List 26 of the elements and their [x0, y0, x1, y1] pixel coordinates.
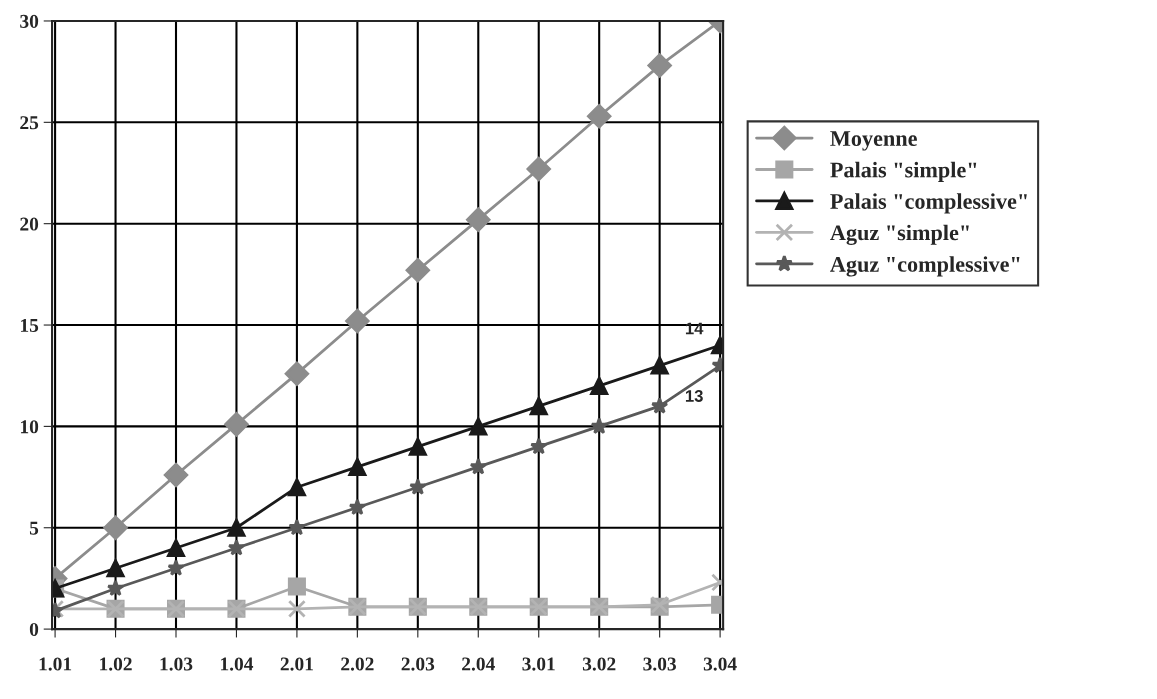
- x-tick-label: 2.01: [280, 657, 313, 671]
- x-tick-label: 1.04: [221, 657, 254, 671]
- y-tick-label: 20: [20, 217, 39, 231]
- legend-label: Moyenne: [830, 131, 917, 151]
- annotation: 14: [685, 322, 704, 335]
- y-tick-label: 15: [20, 318, 39, 332]
- x-tick-label: 1.03: [160, 657, 193, 671]
- y-tick-label: 0: [29, 622, 39, 637]
- x-tick-label: 3.03: [643, 657, 676, 671]
- x-tick-label: 3.04: [703, 657, 737, 671]
- legend-label: Palais "simple": [830, 161, 977, 183]
- x-tick-label: 1.02: [100, 657, 132, 671]
- x-tick-label: 3.01: [522, 657, 555, 671]
- y-tick-label: 25: [20, 116, 39, 130]
- x-tick-label: 2.02: [341, 657, 374, 671]
- x-tick-label: 3.02: [582, 657, 616, 671]
- x-tick-label: 2.04: [462, 657, 495, 671]
- legend-label: Palais "complessive": [830, 193, 1027, 214]
- legend-label: Aguz "simple": [830, 224, 969, 245]
- y-tick-label: 5: [29, 521, 39, 535]
- x-tick-label: 2.03: [401, 657, 435, 671]
- x-tick-label: 1.01: [39, 657, 72, 671]
- y-tick-label: 10: [20, 420, 39, 434]
- annotation: 13: [685, 390, 703, 402]
- y-tick-label: 30: [20, 14, 39, 28]
- legend-label: Aguz "complessive": [830, 256, 1020, 277]
